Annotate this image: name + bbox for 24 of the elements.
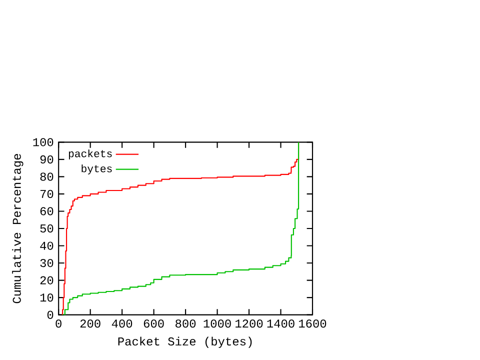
x-tick-label: 1000 [204, 319, 231, 328]
y-tick-label: 60 [40, 207, 54, 216]
x-tick-label: 1400 [267, 319, 294, 328]
x-tick-label: 0 [56, 319, 62, 328]
x-tick-label: 1600 [299, 319, 326, 328]
y-tick-label: 50 [40, 224, 54, 232]
y-tick-label: 100 [33, 138, 54, 146]
y-tick-label: 90 [40, 155, 54, 164]
y-tick-label: 0 [47, 310, 54, 319]
y-tick-label: 20 [40, 276, 54, 284]
legend-label: packets [68, 149, 112, 160]
x-axis-title: Packet Size (bytes) [118, 336, 252, 348]
y-tick-label: 30 [40, 258, 54, 268]
y-tick-label: 10 [40, 293, 54, 302]
y-axis-title: Cumulative Percentage [12, 154, 24, 304]
y-tick-label: 80 [40, 172, 54, 181]
x-tick-label: 400 [112, 319, 132, 328]
y-tick-label: 40 [40, 242, 54, 250]
x-tick-label: 600 [144, 319, 164, 328]
x-tick-label: 1200 [236, 319, 263, 328]
x-tick-label: 200 [80, 319, 100, 328]
x-tick-label: 800 [176, 319, 196, 328]
y-tick-label: 70 [40, 190, 54, 198]
legend-label: bytes [82, 164, 112, 174]
